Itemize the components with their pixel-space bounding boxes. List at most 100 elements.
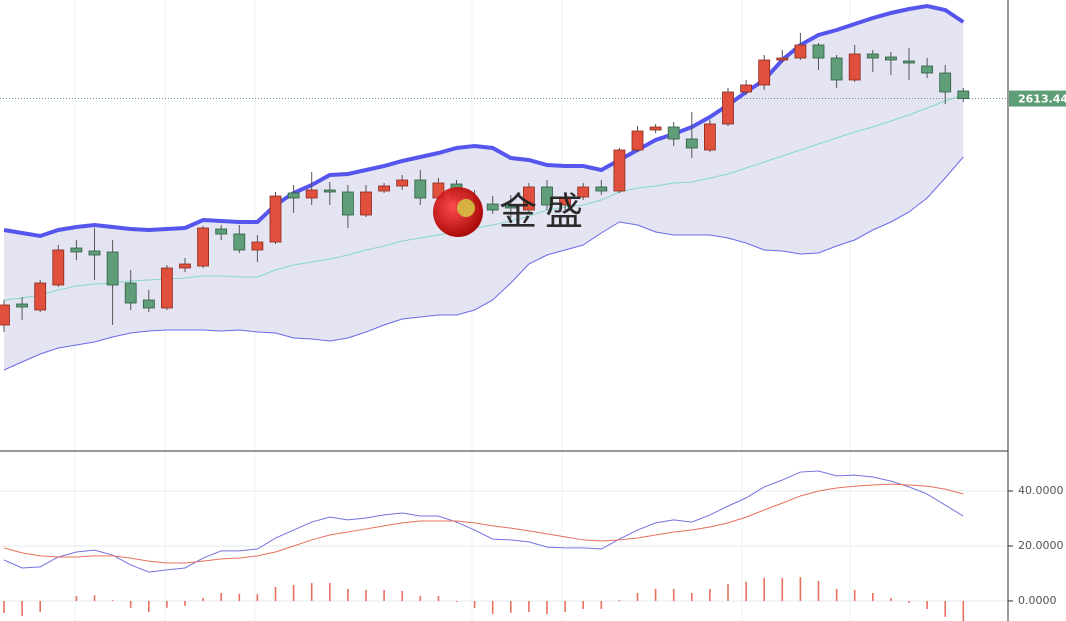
candle-body bbox=[685, 138, 698, 149]
histogram-bar bbox=[582, 600, 584, 609]
histogram-bar bbox=[618, 600, 621, 601]
histogram-bar bbox=[600, 600, 603, 609]
candle-body bbox=[740, 84, 752, 93]
candle-body bbox=[631, 130, 644, 151]
histogram-bar bbox=[691, 592, 693, 601]
candle-body bbox=[559, 197, 571, 206]
histogram-bar bbox=[799, 577, 802, 601]
candle-body bbox=[251, 241, 264, 251]
histogram-bar bbox=[238, 593, 241, 601]
candle-body bbox=[70, 247, 83, 253]
histogram-bar bbox=[763, 577, 765, 601]
price-label-bg bbox=[1009, 90, 1066, 107]
histogram-bar bbox=[528, 600, 530, 612]
price-panel bbox=[0, 3, 1008, 371]
histogram-bar bbox=[3, 600, 5, 614]
histogram-bar bbox=[944, 600, 946, 617]
watermark: 金盛 bbox=[433, 187, 583, 237]
candle-body bbox=[179, 263, 191, 269]
candle-body bbox=[34, 282, 47, 311]
candle-body bbox=[704, 123, 716, 151]
histogram-bar bbox=[256, 594, 259, 601]
candle-body bbox=[577, 186, 590, 198]
candle-body bbox=[124, 282, 137, 304]
histogram-bar bbox=[365, 589, 367, 601]
candle-body bbox=[16, 303, 29, 308]
candle-body bbox=[305, 189, 318, 199]
histogram-bar bbox=[347, 588, 349, 601]
candle-body bbox=[504, 204, 517, 209]
histogram-bar bbox=[274, 586, 277, 601]
indicator-panel bbox=[0, 470, 1013, 621]
histogram-bar bbox=[292, 585, 295, 601]
candle-body bbox=[921, 65, 933, 74]
histogram-bar bbox=[129, 600, 132, 608]
candle-body bbox=[106, 251, 119, 286]
candle-body bbox=[613, 149, 626, 192]
histogram-bar bbox=[166, 600, 168, 608]
histogram-bar bbox=[672, 588, 675, 601]
histogram-bar bbox=[310, 583, 313, 601]
candle-body bbox=[341, 191, 354, 216]
histogram-bar bbox=[184, 600, 186, 606]
histogram-bar bbox=[962, 600, 965, 621]
candle-body bbox=[52, 249, 65, 286]
candle-body bbox=[830, 57, 843, 81]
candle-body bbox=[323, 189, 336, 193]
candle-body bbox=[649, 126, 662, 131]
histogram-bar bbox=[111, 600, 114, 601]
histogram-bar bbox=[564, 600, 566, 612]
candle-body bbox=[160, 267, 173, 309]
histogram-bar bbox=[727, 584, 729, 601]
histogram-bar bbox=[383, 589, 385, 601]
histogram-bar bbox=[890, 597, 892, 601]
histogram-bar bbox=[835, 588, 838, 601]
candle-body bbox=[957, 90, 970, 99]
y-tick-label: 40.0000 bbox=[1018, 484, 1064, 497]
histogram-bar bbox=[926, 600, 928, 609]
histogram-bar bbox=[491, 600, 494, 615]
histogram-bar bbox=[781, 577, 784, 601]
indicator-line bbox=[3, 470, 964, 573]
histogram-bar bbox=[636, 592, 639, 601]
histogram-bar bbox=[75, 595, 78, 601]
histogram-bar bbox=[853, 589, 856, 601]
y-tick-label: 0.0000 bbox=[1018, 594, 1057, 607]
candle-body bbox=[595, 186, 608, 192]
candle-body bbox=[776, 57, 789, 61]
candle-body bbox=[667, 126, 680, 140]
price-label: 2613.44 bbox=[1018, 93, 1066, 106]
bollinger-upper bbox=[3, 3, 965, 239]
histogram-bar bbox=[745, 581, 747, 601]
band-fill bbox=[4, 6, 964, 370]
histogram-bar bbox=[455, 600, 458, 603]
histogram-bar bbox=[473, 600, 476, 609]
histogram-bar bbox=[93, 595, 96, 601]
candle-body bbox=[233, 233, 246, 251]
candle-body bbox=[523, 186, 535, 211]
histogram-bar bbox=[329, 583, 331, 601]
histogram-bar bbox=[908, 600, 910, 603]
candle-body bbox=[88, 250, 101, 256]
candle-body bbox=[903, 60, 915, 64]
histogram-bar bbox=[148, 600, 150, 612]
candle-body bbox=[197, 227, 210, 267]
histogram-bar bbox=[654, 588, 657, 601]
candle-body bbox=[848, 53, 861, 81]
histogram-bar bbox=[872, 592, 874, 601]
candle-body bbox=[758, 59, 771, 86]
histogram-bar bbox=[437, 595, 440, 601]
candle-body bbox=[812, 44, 825, 59]
candle-body bbox=[866, 53, 879, 59]
histogram-bar bbox=[709, 588, 711, 601]
histogram-bar bbox=[546, 600, 548, 615]
histogram-bar bbox=[220, 592, 222, 601]
histogram-bar bbox=[39, 600, 41, 612]
candle-body bbox=[0, 304, 10, 326]
candle-body bbox=[414, 179, 427, 199]
histogram-bar bbox=[21, 600, 23, 617]
candle-body bbox=[722, 91, 734, 125]
histogram-bar bbox=[419, 595, 422, 601]
candle-body bbox=[142, 299, 155, 309]
